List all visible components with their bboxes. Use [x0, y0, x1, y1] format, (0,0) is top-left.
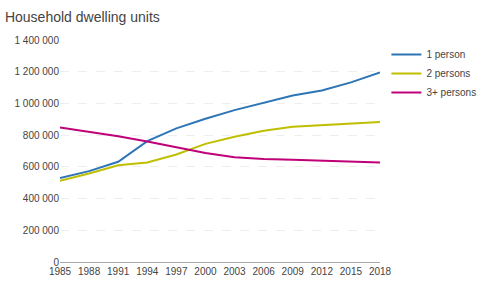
svg-text:800 000: 800 000 [23, 130, 60, 141]
svg-text:1 person: 1 person [426, 49, 465, 60]
svg-text:2015: 2015 [340, 266, 363, 277]
svg-text:2000: 2000 [194, 266, 217, 277]
svg-text:2012: 2012 [311, 266, 334, 277]
svg-text:2018: 2018 [369, 266, 392, 277]
svg-text:2 persons: 2 persons [426, 68, 470, 79]
svg-text:1 000 000: 1 000 000 [15, 98, 60, 109]
svg-text:1991: 1991 [107, 266, 130, 277]
svg-text:1985: 1985 [49, 266, 72, 277]
svg-text:1997: 1997 [165, 266, 188, 277]
svg-text:2006: 2006 [253, 266, 276, 277]
svg-text:1 200 000: 1 200 000 [15, 66, 60, 77]
svg-text:1994: 1994 [136, 266, 159, 277]
svg-text:2003: 2003 [223, 266, 246, 277]
svg-text:1 400 000: 1 400 000 [15, 35, 60, 46]
svg-text:400 000: 400 000 [23, 193, 60, 204]
svg-text:200 000: 200 000 [23, 225, 60, 236]
svg-text:600 000: 600 000 [23, 161, 60, 172]
svg-text:Household dwelling units: Household dwelling units [5, 9, 160, 25]
svg-text:1988: 1988 [78, 266, 101, 277]
svg-text:2009: 2009 [282, 266, 305, 277]
svg-text:3+ persons: 3+ persons [426, 87, 476, 98]
svg-text:0: 0 [53, 257, 59, 268]
